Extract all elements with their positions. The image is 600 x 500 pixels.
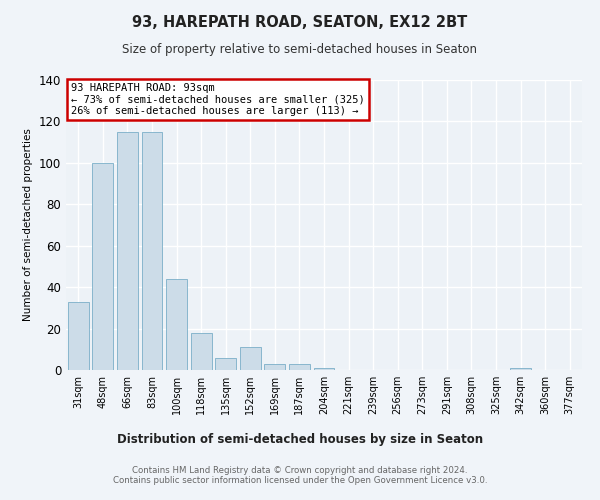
Text: 93, HAREPATH ROAD, SEATON, EX12 2BT: 93, HAREPATH ROAD, SEATON, EX12 2BT [133,15,467,30]
Bar [289,364,310,370]
Y-axis label: Number of semi-detached properties: Number of semi-detached properties [23,128,33,322]
Text: 93 HAREPATH ROAD: 93sqm
← 73% of semi-detached houses are smaller (325)
26% of s: 93 HAREPATH ROAD: 93sqm ← 73% of semi-de… [71,83,365,116]
Text: Distribution of semi-detached houses by size in Seaton: Distribution of semi-detached houses by … [117,432,483,446]
Bar [510,368,531,370]
Bar [191,332,212,370]
Bar [314,368,334,370]
Text: Size of property relative to semi-detached houses in Seaton: Size of property relative to semi-detach… [122,42,478,56]
Bar [215,358,236,370]
Bar [68,302,89,370]
Text: Contains HM Land Registry data © Crown copyright and database right 2024.
Contai: Contains HM Land Registry data © Crown c… [113,466,487,485]
Bar [166,279,187,370]
Bar [92,163,113,370]
Bar [240,347,261,370]
Bar [117,132,138,370]
Bar [142,132,163,370]
Bar [265,364,286,370]
